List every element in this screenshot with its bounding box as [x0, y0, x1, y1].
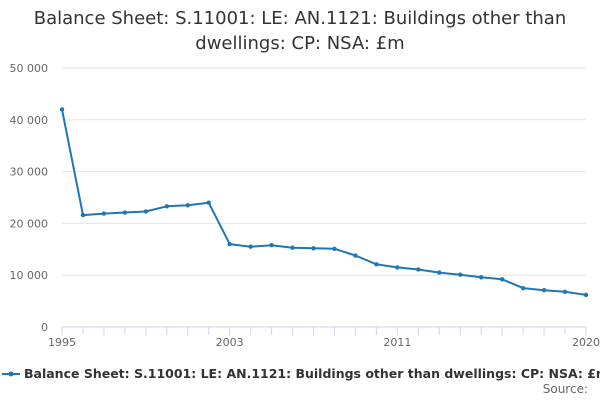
data-point	[248, 244, 253, 249]
data-point	[541, 288, 547, 293]
data-point	[122, 210, 128, 215]
legend-label: Balance Sheet: S.11001: LE: AN.1121: Bui…	[24, 366, 600, 381]
chart-title-line-2: dwellings: CP: NSA: £m	[195, 33, 405, 54]
data-point	[206, 200, 211, 205]
x-tick-label: 2020	[572, 336, 600, 349]
data-point	[499, 277, 505, 282]
data-point	[353, 253, 358, 258]
y-tick-label: 50 000	[10, 62, 49, 75]
y-tick-label: 20 000	[10, 217, 49, 230]
data-point	[458, 272, 463, 277]
data-point	[562, 289, 568, 294]
y-tick-label: 30 000	[10, 166, 49, 179]
y-tick-label: 40 000	[10, 114, 49, 127]
data-point	[437, 270, 442, 275]
x-tick-label: 1995	[48, 336, 76, 349]
data-point	[269, 242, 274, 248]
data-point	[583, 292, 589, 298]
data-point	[374, 262, 379, 267]
data-point	[164, 204, 169, 209]
series-line	[61, 108, 587, 296]
data-point	[520, 285, 526, 291]
data-point	[143, 209, 149, 214]
y-tick-label: 10 000	[10, 269, 49, 282]
line-chart: 0 10 000 20 000 30 000 40 000 50 000 1995 2003 2…	[10, 62, 600, 349]
data-point	[227, 241, 232, 247]
data-point	[416, 267, 421, 272]
y-tick-label: 0	[41, 321, 48, 334]
chart-title: Balance Sheet: S.11001: LE: AN.1121: Bui…	[0, 6, 600, 56]
data-point	[185, 203, 190, 208]
legend-swatch	[2, 371, 20, 377]
x-tick-label: 2011	[383, 336, 411, 349]
data-point	[80, 212, 86, 218]
data-point	[59, 107, 65, 112]
source-label: Source:	[542, 382, 588, 396]
data-point	[479, 275, 484, 280]
data-point	[395, 265, 400, 270]
chart-title-line-1: Balance Sheet: S.11001: LE: AN.1121: Bui…	[33, 8, 567, 29]
data-point	[311, 246, 316, 251]
data-point	[290, 245, 295, 250]
legend[interactable]: Balance Sheet: S.11001: LE: AN.1121: Bui…	[0, 366, 600, 384]
data-point	[101, 211, 107, 216]
data-point	[332, 246, 337, 251]
x-tick-label: 2003	[216, 336, 244, 349]
